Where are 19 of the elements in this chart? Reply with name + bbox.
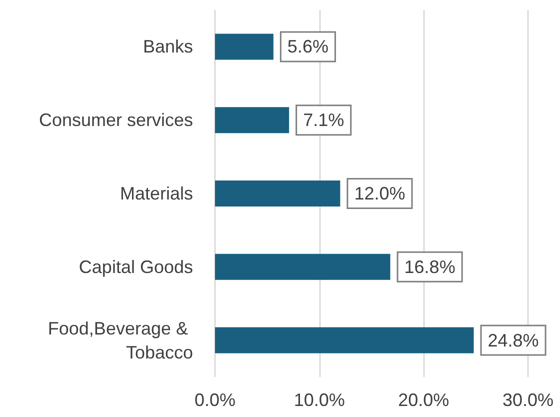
- y-tick-label: Food,Beverage & Tobacco: [48, 318, 193, 362]
- bar: [215, 327, 474, 354]
- data-label: 12.0%: [354, 184, 406, 204]
- y-tick-label: Materials: [120, 184, 193, 204]
- x-tick-label: 10.0%: [294, 390, 345, 410]
- bar: [215, 180, 340, 206]
- data-label: 7.1%: [303, 110, 344, 130]
- y-tick-label: Consumer services: [38, 110, 193, 130]
- bar: [215, 34, 274, 60]
- data-label: 24.8%: [488, 330, 539, 350]
- x-tick-label: 0.0%: [194, 390, 236, 410]
- y-tick-label: Capital Goods: [78, 256, 193, 277]
- bar: [215, 107, 290, 134]
- y-tick-label: Banks: [142, 36, 193, 57]
- bar: [215, 254, 390, 280]
- data-label: 16.8%: [404, 256, 456, 277]
- x-tick-label: 30.0%: [502, 390, 554, 410]
- data-label: 5.6%: [287, 36, 328, 57]
- x-tick-label: 20.0%: [398, 390, 450, 410]
